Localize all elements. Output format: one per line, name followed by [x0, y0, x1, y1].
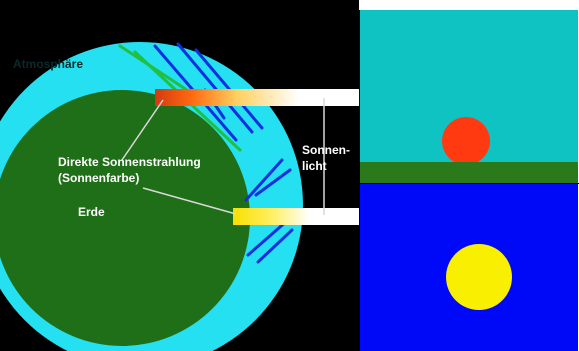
- label-sun-color: (Sonnenfarbe): [58, 171, 139, 185]
- globe-group: Atmosphäre Direkte Sonnenstrahlung (Sonn…: [0, 42, 359, 351]
- scattered-ray-blue: [244, 158, 284, 202]
- noon-panel: [360, 184, 578, 351]
- earth-disc: [0, 90, 250, 346]
- label-direct-radiation: Direkte Sonnenstrahlung: [58, 155, 201, 169]
- sunset-sun: [442, 117, 490, 165]
- leader-line-bottom-beam: [142, 187, 237, 215]
- scattered-ray-blue: [254, 168, 292, 197]
- scattered-ray-blue: [176, 42, 254, 134]
- sunset-ground: [360, 162, 578, 183]
- leader-line-top-beam: [121, 99, 164, 161]
- scattered-ray-blue: [256, 228, 294, 264]
- label-atmosphere: Atmosphäre: [13, 57, 83, 71]
- label-sunlight-line2: licht: [302, 159, 327, 173]
- sunlight-beam-short-path: [233, 208, 359, 225]
- noon-sun: [446, 244, 512, 310]
- label-earth: Erde: [78, 205, 105, 219]
- scattered-ray-green: [118, 44, 198, 98]
- label-sunlight-line1: Sonnen-: [302, 143, 350, 157]
- scattered-ray-blue: [246, 218, 290, 257]
- sunlight-beam-long-path: [155, 89, 359, 106]
- sunset-panel: [360, 10, 578, 183]
